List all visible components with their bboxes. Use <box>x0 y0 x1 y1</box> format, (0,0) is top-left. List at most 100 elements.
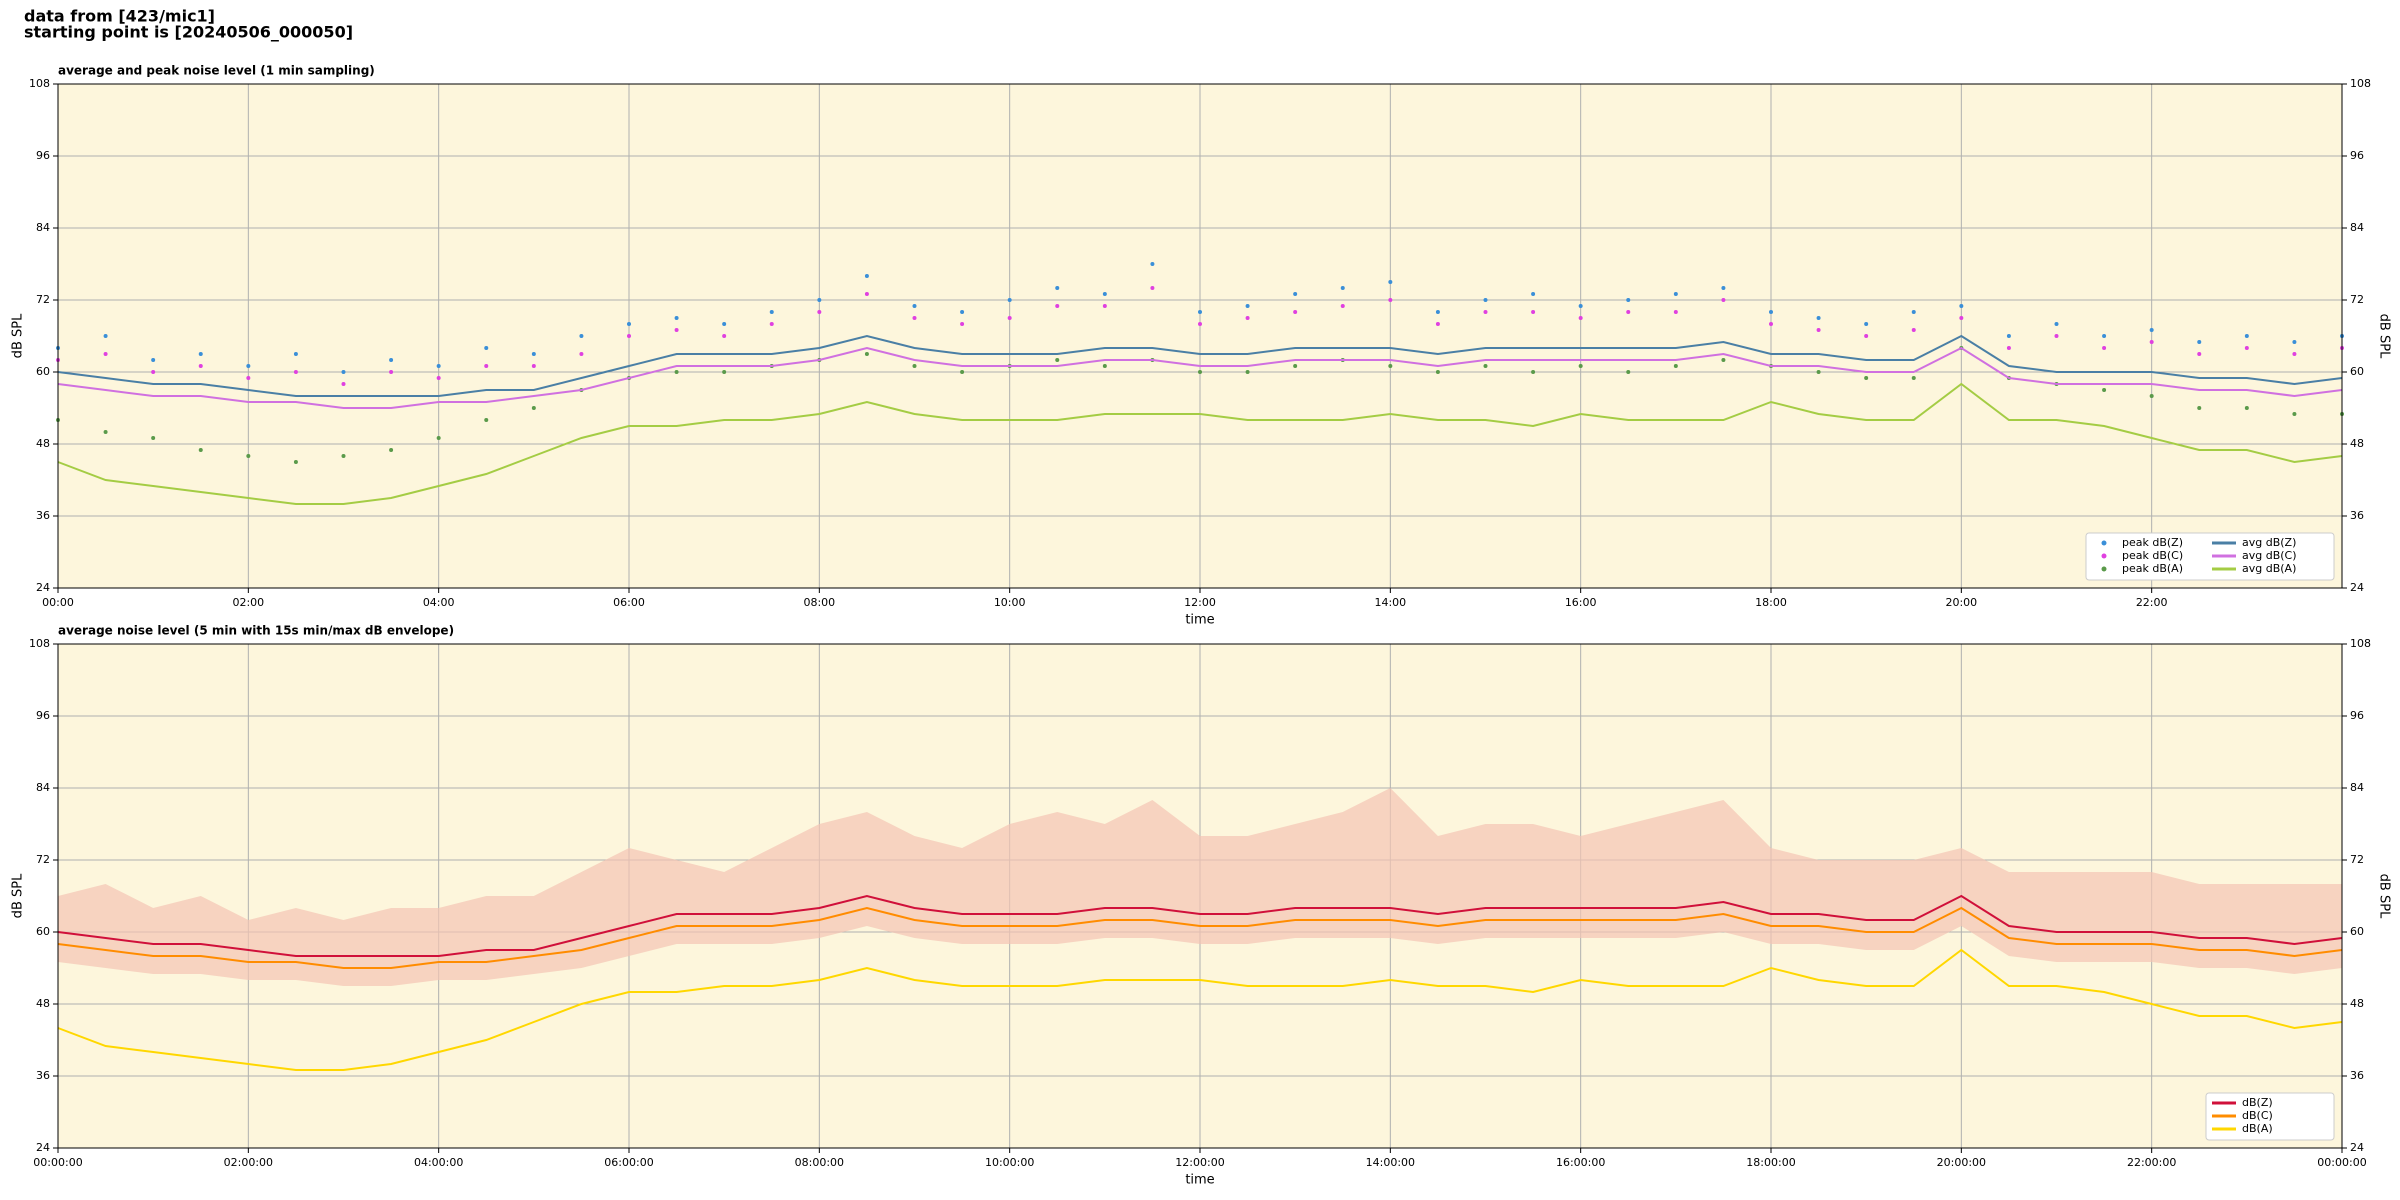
y-tick-label: 84 <box>36 781 50 794</box>
series-line <box>57 894 2343 957</box>
peak-point <box>2244 334 2249 338</box>
y2-tick-label: 36 <box>2350 509 2364 522</box>
peak-point <box>2102 388 2107 392</box>
peak-point <box>912 364 917 368</box>
x-tick-label: 22:00:00 <box>2127 1156 2176 1169</box>
y-tick-label: 36 <box>36 1069 50 1082</box>
peak-point <box>1721 358 1726 362</box>
peak-point <box>484 364 489 368</box>
x-tick-label: 08:00:00 <box>795 1156 844 1169</box>
x-axis-label: time <box>1185 613 1214 628</box>
peak-point <box>531 364 536 368</box>
peak-point <box>389 358 394 362</box>
peak-point <box>960 322 965 326</box>
y-tick-label: 60 <box>36 925 50 938</box>
x-tick-label: 00:00:00 <box>33 1156 82 1169</box>
peak-point <box>1816 316 1821 320</box>
y2-tick-label: 96 <box>2350 709 2364 722</box>
series-line <box>57 948 2343 1071</box>
peak-point <box>1911 310 1916 314</box>
peak-point <box>2102 346 2107 350</box>
peak-point <box>1435 322 1440 326</box>
legend-label: dB(C) <box>2242 1109 2273 1122</box>
peak-point <box>341 382 346 386</box>
y2-axis-label: dB SPL <box>2377 314 2392 359</box>
x-tick-label: 16:00:00 <box>1556 1156 1605 1169</box>
y2-tick-label: 48 <box>2350 437 2364 450</box>
legend-label: dB(A) <box>2242 1122 2273 1135</box>
peak-point <box>1102 304 1107 308</box>
peak-point <box>769 310 774 314</box>
peak-point <box>627 322 631 326</box>
peak-point <box>2197 352 2202 356</box>
legend-label: avg dB(A) <box>2242 562 2296 575</box>
peak-point <box>1673 364 1678 368</box>
peak-point <box>436 376 441 380</box>
y-axis-label: dB SPL <box>11 873 26 918</box>
legend-label: peak dB(Z) <box>2122 536 2183 549</box>
peak-point <box>1150 286 1155 290</box>
peak-point <box>1340 286 1345 290</box>
x-tick-label: 14:00 <box>1374 596 1406 609</box>
peak-point <box>2006 346 2011 350</box>
peak-point <box>817 298 822 302</box>
peak-point <box>2197 406 2202 410</box>
y-tick-label: 84 <box>36 221 50 234</box>
legend-marker <box>2101 566 2107 572</box>
peak-point <box>674 316 679 320</box>
x-tick-label: 12:00 <box>1184 596 1216 609</box>
peak-point <box>960 310 965 314</box>
legend-label: dB(Z) <box>2242 1096 2273 1109</box>
peak-point <box>293 370 298 374</box>
x-tick-label: 06:00 <box>613 596 645 609</box>
peak-point <box>1483 364 1488 368</box>
peak-point <box>151 358 156 362</box>
peak-point <box>864 274 869 278</box>
peak-point <box>1626 310 1631 314</box>
peak-point <box>293 460 298 464</box>
peak-point <box>1578 316 1583 320</box>
y2-tick-label: 108 <box>2350 637 2371 650</box>
peak-point <box>722 322 727 326</box>
y2-tick-label: 60 <box>2350 365 2364 378</box>
peak-point <box>1150 262 1155 266</box>
x-tick-label: 14:00:00 <box>1366 1156 1415 1169</box>
peak-point <box>1959 316 1964 320</box>
y-axis-label: dB SPL <box>11 313 26 358</box>
peak-point <box>2102 334 2107 338</box>
peak-point <box>1293 364 1298 368</box>
peak-point <box>627 334 631 338</box>
y-tick-label: 108 <box>29 637 50 650</box>
peak-point <box>1673 292 1678 296</box>
peak-point <box>674 370 679 374</box>
peak-point <box>2292 340 2297 344</box>
peak-point <box>484 418 489 422</box>
peak-point <box>103 430 108 434</box>
envelope <box>58 788 2342 986</box>
legend-marker <box>2101 553 2107 559</box>
y2-tick-label: 24 <box>2350 1141 2364 1154</box>
y-tick-label: 36 <box>36 509 50 522</box>
y2-tick-label: 72 <box>2350 853 2364 866</box>
peak-point <box>1816 328 1821 332</box>
peak-point <box>817 310 822 314</box>
peak-point <box>246 364 251 368</box>
x-tick-label: 00:00 <box>42 596 74 609</box>
peak-point <box>1911 328 1916 332</box>
peak-point <box>246 376 251 380</box>
peak-point <box>1055 286 1060 290</box>
peak-point <box>198 448 203 452</box>
y-tick-label: 24 <box>36 581 50 594</box>
peak-point <box>864 292 869 296</box>
x-tick-label: 10:00 <box>994 596 1026 609</box>
peak-point <box>579 334 584 338</box>
peak-point <box>864 352 869 356</box>
series-line <box>57 334 2343 397</box>
x-tick-label: 20:00:00 <box>1937 1156 1986 1169</box>
y-tick-label: 72 <box>36 293 50 306</box>
peak-point <box>1245 316 1250 320</box>
peak-point <box>1388 280 1393 284</box>
y2-tick-label: 84 <box>2350 221 2364 234</box>
y2-tick-label: 48 <box>2350 997 2364 1010</box>
y2-tick-label: 84 <box>2350 781 2364 794</box>
